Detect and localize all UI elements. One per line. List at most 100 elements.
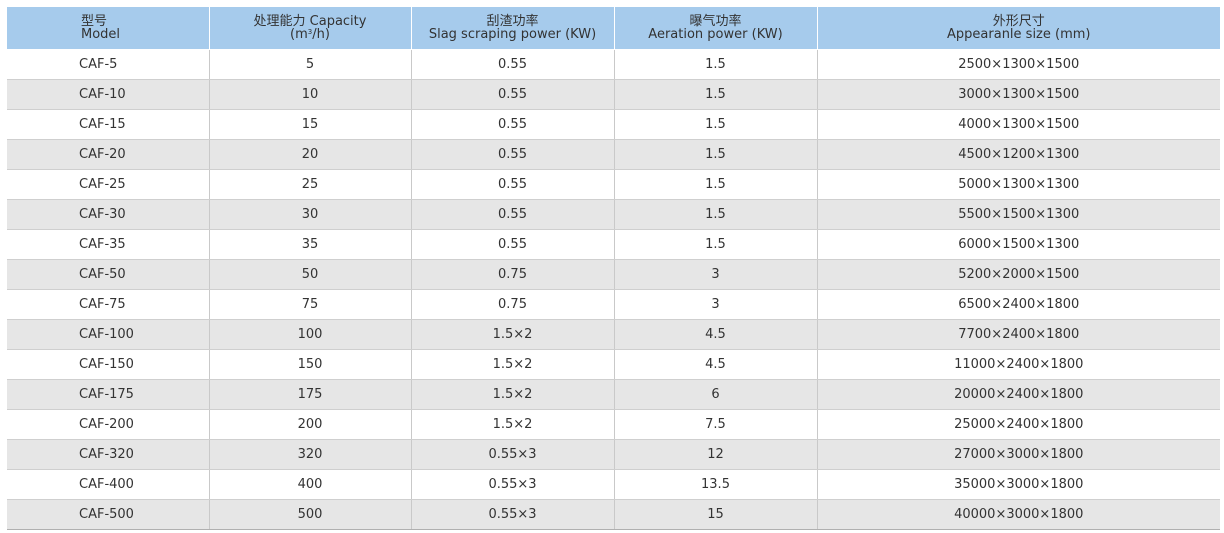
cell-aeration: 1.5 [613, 49, 817, 80]
cell-size: 5200×2000×1500 [816, 259, 1220, 290]
cell-slag: 0.55 [410, 79, 614, 110]
spec-table: 型号 Model 处理能力 Capacity (m3/h) 刮渣功率 Slag … [7, 7, 1220, 530]
cell-size: 4500×1200×1300 [816, 139, 1220, 170]
table-row: CAF-175 175 1.5×2 6 20000×2400×1800 [7, 379, 1220, 410]
cell-aeration: 1.5 [613, 229, 817, 260]
table-row: CAF-15 15 0.55 1.5 4000×1300×1500 [7, 109, 1220, 140]
table-row: CAF-500 500 0.55×3 15 40000×3000×1800 [7, 499, 1220, 530]
header-model: 型号 Model [7, 7, 209, 50]
header-aeration-cn: 曝气功率 [689, 14, 742, 29]
cell-size: 6500×2400×1800 [816, 289, 1220, 320]
cell-capacity: 5 [208, 49, 411, 80]
cell-slag: 0.55 [410, 49, 614, 80]
header-row: 型号 Model 处理能力 Capacity (m3/h) 刮渣功率 Slag … [7, 7, 1220, 50]
cell-aeration: 15 [613, 499, 817, 530]
cell-model: CAF-500 [7, 499, 209, 530]
cell-capacity: 100 [208, 319, 411, 350]
table-row: CAF-25 25 0.55 1.5 5000×1300×1300 [7, 169, 1220, 200]
cell-aeration: 1.5 [613, 169, 817, 200]
header-aeration-en: Aeration power (KW) [648, 27, 783, 42]
cell-model: CAF-35 [7, 229, 209, 260]
header-capacity-label: 处理能力 Capacity [253, 14, 367, 29]
cell-slag: 0.55 [410, 169, 614, 200]
cell-slag: 0.55 [410, 109, 614, 140]
cell-size: 4000×1300×1500 [816, 109, 1220, 140]
cell-size: 40000×3000×1800 [816, 499, 1220, 530]
header-model-cn: 型号 [81, 14, 108, 29]
table-row: CAF-30 30 0.55 1.5 5500×1500×1300 [7, 199, 1220, 230]
cell-aeration: 4.5 [613, 349, 817, 380]
cell-slag: 0.55×3 [410, 499, 614, 530]
cell-aeration: 1.5 [613, 199, 817, 230]
header-model-en: Model [81, 27, 121, 42]
cell-aeration: 1.5 [613, 139, 817, 170]
cell-model: CAF-175 [7, 379, 209, 410]
header-slag-en: Slag scraping power (KW) [428, 27, 597, 42]
cell-capacity: 20 [208, 139, 411, 170]
cell-aeration: 1.5 [613, 109, 817, 140]
table-row: CAF-35 35 0.55 1.5 6000×1500×1300 [7, 229, 1220, 260]
cell-aeration: 13.5 [613, 469, 817, 500]
cell-capacity: 30 [208, 199, 411, 230]
cell-capacity: 400 [208, 469, 411, 500]
cell-capacity: 50 [208, 259, 411, 290]
cell-model: CAF-30 [7, 199, 209, 230]
cell-model: CAF-10 [7, 79, 209, 110]
cell-size: 35000×3000×1800 [816, 469, 1220, 500]
cell-slag: 0.75 [410, 259, 614, 290]
cell-capacity: 35 [208, 229, 411, 260]
cell-model: CAF-75 [7, 289, 209, 320]
cell-model: CAF-5 [7, 49, 209, 80]
cell-slag: 1.5×2 [410, 349, 614, 380]
cell-aeration: 12 [613, 439, 817, 470]
table-row: CAF-400 400 0.55×3 13.5 35000×3000×1800 [7, 469, 1220, 500]
cell-slag: 1.5×2 [410, 319, 614, 350]
cell-aeration: 1.5 [613, 79, 817, 110]
cell-model: CAF-100 [7, 319, 209, 350]
cell-size: 11000×2400×1800 [816, 349, 1220, 380]
cell-size: 27000×3000×1800 [816, 439, 1220, 470]
cell-capacity: 175 [208, 379, 411, 410]
cell-slag: 0.55×3 [410, 439, 614, 470]
spec-table-container: 型号 Model 处理能力 Capacity (m3/h) 刮渣功率 Slag … [7, 7, 1220, 530]
cell-capacity: 150 [208, 349, 411, 380]
capacity-unit-post: /h) [312, 27, 330, 42]
cell-aeration: 3 [613, 289, 817, 320]
cell-size: 5500×1500×1300 [816, 199, 1220, 230]
cell-slag: 0.55×3 [410, 469, 614, 500]
header-size-en: Appearanle size (mm) [947, 27, 1091, 42]
cell-aeration: 3 [613, 259, 817, 290]
header-size-cn: 外形尺寸 [992, 14, 1045, 29]
cell-size: 20000×2400×1800 [816, 379, 1220, 410]
cell-slag: 1.5×2 [410, 379, 614, 410]
cell-slag: 0.55 [410, 139, 614, 170]
cell-capacity: 500 [208, 499, 411, 530]
table-row: CAF-5 5 0.55 1.5 2500×1300×1500 [7, 49, 1220, 80]
cell-model: CAF-150 [7, 349, 209, 380]
header-capacity: 处理能力 Capacity (m3/h) [208, 7, 411, 50]
cell-size: 5000×1300×1300 [816, 169, 1220, 200]
header-aeration-power: 曝气功率 Aeration power (KW) [613, 7, 817, 50]
table-row: CAF-20 20 0.55 1.5 4500×1200×1300 [7, 139, 1220, 170]
cell-model: CAF-320 [7, 439, 209, 470]
cell-model: CAF-50 [7, 259, 209, 290]
cell-slag: 0.55 [410, 199, 614, 230]
cell-model: CAF-400 [7, 469, 209, 500]
cell-model: CAF-20 [7, 139, 209, 170]
cell-aeration: 7.5 [613, 409, 817, 440]
header-capacity-unit: (m3/h) [210, 28, 411, 41]
cell-size: 3000×1300×1500 [816, 79, 1220, 110]
cell-size: 25000×2400×1800 [816, 409, 1220, 440]
cell-model: CAF-200 [7, 409, 209, 440]
cell-model: CAF-25 [7, 169, 209, 200]
cell-capacity: 25 [208, 169, 411, 200]
cell-slag: 0.75 [410, 289, 614, 320]
cell-capacity: 200 [208, 409, 411, 440]
header-size: 外形尺寸 Appearanle size (mm) [816, 7, 1220, 50]
table-header: 型号 Model 处理能力 Capacity (m3/h) 刮渣功率 Slag … [7, 7, 1220, 50]
cell-capacity: 75 [208, 289, 411, 320]
cell-slag: 0.55 [410, 229, 614, 260]
table-body: CAF-5 5 0.55 1.5 2500×1300×1500 CAF-10 10 0.55… [7, 49, 1220, 530]
table-row: CAF-150 150 1.5×2 4.5 11000×2400×1800 [7, 349, 1220, 380]
cell-capacity: 15 [208, 109, 411, 140]
